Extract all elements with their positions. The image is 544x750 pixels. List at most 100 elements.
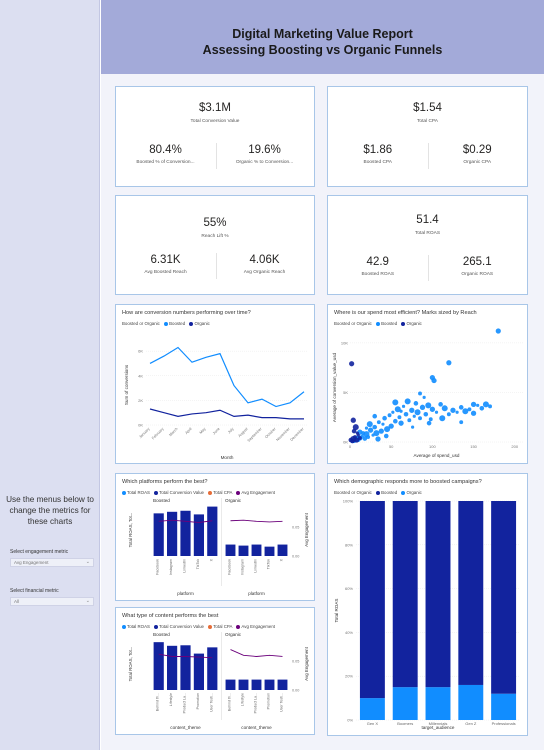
legend-cpa[interactable]: Total CPA: [213, 490, 233, 495]
right-axis-tick-label: 0.05: [292, 526, 299, 530]
scatter-point-organic: [375, 436, 381, 442]
scatter-point-organic: [378, 428, 384, 434]
kpi-organic-conversion-label: Organic % to Conversion...: [235, 160, 294, 165]
chart-card-conversions-over-time[interactable]: How are conversion numbers performing ov…: [115, 304, 315, 464]
financial-metric-select[interactable]: All ⌄: [10, 597, 94, 606]
x-axis-title: content_theme: [241, 725, 272, 730]
bar-total-roas: [167, 645, 178, 690]
x-tick-label: May: [199, 427, 207, 435]
line-avg-engagement: [158, 653, 213, 659]
legend-conversion[interactable]: Total Conversion Value: [159, 490, 204, 495]
scatter-point-organic: [361, 431, 366, 436]
content-combo-chart: Boosted Behind th... Lifestyle Product La..…: [128, 632, 309, 730]
legend-organic[interactable]: Organic: [406, 490, 422, 495]
scatter-point-organic: [422, 395, 426, 400]
x-tick-label: Lifestyle: [241, 693, 245, 706]
x-tick-label: Product La...: [254, 693, 258, 713]
legend-conversion-swatch: [154, 490, 159, 495]
legend-roas[interactable]: Total ROAS: [127, 490, 150, 495]
legend-engagement-swatch: [236, 624, 241, 629]
scatter-point-organic: [391, 410, 395, 414]
legend-title: Boosted or Organic: [122, 321, 160, 326]
y-tick-label: 5K: [343, 390, 348, 395]
x-tick-label: 150: [470, 444, 477, 449]
kpi-total-cpa-label: Total CPA: [417, 119, 438, 124]
panel-title: Boosted: [153, 632, 170, 637]
scatter-point-organic: [393, 418, 398, 424]
scatter-point-organic: [462, 408, 469, 415]
x-tick-label: Lifestyle: [169, 693, 173, 706]
engagement-metric-select[interactable]: Avg Engagement ⌄: [10, 558, 94, 567]
chart-card-demographics[interactable]: Which demographic responds more to boost…: [327, 473, 528, 736]
y-tick-label: 0K: [343, 440, 348, 445]
legend-boosted-swatch: [376, 321, 381, 326]
x-tick-label: 200: [511, 444, 518, 449]
chart-card-content[interactable]: What type of content performs the best T…: [115, 607, 315, 735]
scatter-point-organic: [446, 412, 451, 417]
scatter-point-organic: [383, 433, 389, 439]
report-title: Digital Marketing Value Report: [232, 27, 413, 41]
x-tick-label: Gen Z: [465, 721, 477, 726]
x-axis-title: platform: [248, 591, 265, 596]
kpi-boosted-reach-value: 6.31K: [150, 254, 181, 266]
chart-card-spend-efficiency[interactable]: Where is our spend most efficient? Marks…: [327, 304, 528, 464]
engagement-metric-label: Select engagement metric: [10, 549, 69, 555]
x-tick-label: December: [289, 426, 305, 442]
bar-total-roas: [264, 546, 275, 556]
scatter-point-organic: [431, 377, 437, 384]
divider: [428, 143, 429, 169]
bar-total-roas: [153, 513, 164, 556]
legend-engagement[interactable]: Avg Engagement: [241, 490, 276, 495]
chart-card-platforms[interactable]: Which platforms perform the best? Total …: [115, 473, 315, 601]
x-tick-label: 0: [349, 444, 352, 449]
scatter-point-organic: [364, 426, 369, 430]
scatter-point-organic: [382, 415, 387, 421]
bar-total-roas: [153, 642, 164, 690]
kpi-boosted-cpa-label: Boosted CPA: [363, 160, 392, 165]
x-tick-label: LinkedIn: [254, 559, 258, 573]
chart-legend: Boosted or Organic Boosted Organic: [334, 321, 422, 326]
legend-organic[interactable]: Organic: [406, 321, 422, 326]
scatter-point-organic: [450, 407, 456, 413]
financial-metric-label: Select financial metric: [10, 588, 59, 594]
x-axis-title: Average of spend_usd: [414, 453, 460, 458]
kpi-organic-conversion-value: 19.6%: [248, 144, 281, 156]
x-tick-label: TikTok: [196, 559, 200, 569]
legend-cpa[interactable]: Total CPA: [213, 624, 233, 629]
line-series-boosted: [149, 408, 304, 420]
legend-roas[interactable]: Total ROAS: [127, 624, 150, 629]
legend-boosted[interactable]: Boosted: [381, 490, 398, 495]
scatter-point-organic: [476, 403, 480, 407]
kpi-card-roas: 51.4 Total ROAS 42.9 Boosted ROAS 265.1 …: [327, 195, 528, 295]
x-tick-label: September: [247, 426, 263, 442]
right-axis-tick-label: 0.00: [292, 689, 299, 693]
kpi-total-roas-label: Total ROAS: [414, 231, 441, 236]
bar-total-roas: [193, 653, 204, 690]
scatter-point-organic: [434, 410, 439, 414]
x-tick-label: Behind th...: [228, 693, 232, 711]
y-tick-label: 10K: [341, 340, 348, 345]
y-tick-label: 100%: [343, 499, 354, 504]
scatter-point-boosted: [352, 424, 359, 431]
bar-total-roas: [238, 545, 249, 556]
legend-organic[interactable]: Organic: [194, 321, 210, 326]
report-subtitle: Assessing Boosting vs Organic Funnels: [202, 43, 443, 57]
legend-boosted[interactable]: Boosted: [169, 321, 186, 326]
y-axis-title: Total ROAS: [334, 599, 339, 623]
legend-boosted[interactable]: Boosted: [381, 321, 398, 326]
x-tick-label: Facebook: [156, 559, 160, 575]
x-tick-label: Promotion: [267, 693, 271, 709]
bar-total-roas: [207, 647, 218, 690]
legend-engagement[interactable]: Avg Engagement: [241, 624, 276, 629]
scatter-point-organic: [404, 398, 411, 405]
scatter-point-organic: [470, 401, 477, 407]
scatter-point-organic: [479, 406, 485, 411]
x-tick-label: Boomers: [397, 721, 413, 726]
scatter-point-organic: [373, 430, 380, 437]
x-tick-label: June: [212, 427, 221, 436]
legend-title: Boosted or Organic: [334, 321, 372, 326]
scatter-point-boosted: [353, 437, 360, 443]
x-tick-label: Millennials: [429, 721, 448, 726]
y-tick-label: 80%: [345, 542, 353, 547]
legend-conversion[interactable]: Total Conversion Value: [159, 624, 204, 629]
